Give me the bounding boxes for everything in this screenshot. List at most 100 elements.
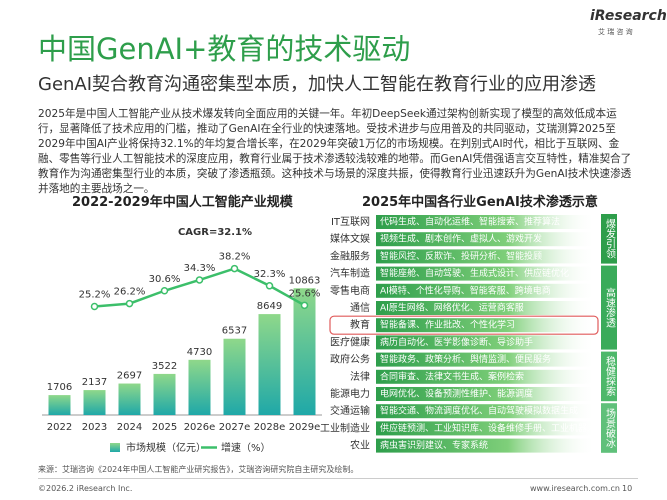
subtitle: GenAI契合教育沟通密集型本质，加快人工智能在教育行业的应用渗透 (38, 74, 597, 95)
x-tick-label: 2024 (117, 422, 142, 433)
industry-label: 工业制造业 (320, 421, 370, 434)
group-label: 场景破冰 (604, 407, 616, 448)
application-text: 智能座舱、自动驾驶、生成式设计、供应链优化 (380, 267, 569, 279)
application-text: 病虫害识别建议、专家系统 (380, 439, 488, 451)
footer-rule (38, 478, 638, 479)
x-tick-label: 2028e (254, 422, 286, 433)
industry-label: 能源电力 (330, 387, 370, 400)
bar-label: 8649 (257, 301, 282, 312)
group-box (601, 403, 617, 453)
title: 中国GenAI+教育的技术驱动 (38, 32, 411, 66)
bar-label: 3522 (152, 361, 177, 372)
group-box (601, 351, 617, 402)
bar-label: 2137 (82, 377, 107, 388)
industry-label: 汽车制造 (330, 267, 370, 280)
group-label: 爆发引领 (604, 219, 616, 260)
industry-label: 医疗健康 (330, 335, 370, 348)
bar (223, 338, 246, 415)
chart-title: 2022-2029年中国人工智能产业规模 (72, 195, 293, 210)
application-band (376, 266, 596, 281)
x-tick-label: 2027e (219, 422, 251, 433)
bar (188, 359, 211, 415)
growth-label: 38.2% (219, 252, 251, 263)
application-text: AI原生网络、网络优化、运营商客服 (380, 302, 524, 314)
application-band (376, 438, 596, 453)
application-band (376, 249, 596, 264)
industry-label: 通信 (350, 302, 370, 314)
legend-swatch (110, 443, 120, 452)
industry-label: 交通运输 (330, 404, 370, 417)
growth-label: 25.2% (79, 290, 111, 301)
application-text: AI模特、个性化导购、智能客服、跨境电商 (380, 284, 551, 296)
application-text: 合同审查、法律文书生成、案例检索 (380, 370, 524, 382)
bar (153, 373, 176, 415)
logo-sub: 艾 瑞 咨 询 (598, 28, 633, 36)
application-text: 智能风控、反欺诈、投研分析、智能投顾 (380, 250, 542, 262)
industry-label: 教育 (350, 318, 370, 331)
group-label: 高速渗透 (604, 286, 616, 328)
growth-point (300, 301, 309, 310)
application-band (376, 387, 596, 401)
application-text: 智能政务、政策分析、舆情监测、便民服务 (380, 353, 551, 365)
body-text: 2025年是中国人工智能产业从技术爆发转向全面应用的关键一年。年初DeepSee… (38, 108, 632, 195)
bar (258, 314, 281, 415)
growth-label: 26.2% (114, 287, 146, 298)
group-box (601, 265, 617, 350)
application-text: 智能备课、作业批改、个性化学习 (380, 319, 515, 331)
application-text: 电网优化、设备预测性维护、能源调度 (380, 388, 533, 400)
growth-label: 32.3% (254, 269, 286, 280)
source: 来源：艾瑞咨询《2024年中国人工智能产业研究报告》，艾瑞咨询研究院自主研究及绘… (38, 465, 359, 474)
growth-point (195, 276, 204, 284)
logo: iResearch (590, 8, 667, 24)
industry-label: 零售电商 (330, 284, 370, 297)
x-tick-label: 2023 (82, 422, 107, 433)
application-band (376, 369, 596, 384)
matrix-title: 2025年中国各行业GenAI技术渗透示意 (362, 195, 598, 210)
bar-label: 6537 (222, 326, 247, 337)
growth-label: 34.3% (184, 263, 216, 274)
highlight-box (329, 315, 599, 335)
x-tick-label: 2029e (289, 422, 321, 433)
bar (48, 395, 71, 415)
x-tick-label: 2026e (184, 422, 216, 433)
growth-point (125, 299, 134, 308)
group-box (601, 214, 617, 264)
application-band (376, 404, 596, 419)
application-text: 病历自动化、医学影像诊断、导诊助手 (380, 336, 533, 348)
bar-label: 2697 (117, 371, 142, 382)
bar (83, 390, 106, 415)
x-tick-label: 2022 (47, 422, 72, 433)
legend-label: 增速（%） (221, 441, 271, 454)
application-band (376, 301, 596, 315)
industry-label: IT互联网 (331, 216, 370, 228)
application-band (376, 352, 596, 367)
legend-label: 市场规模（亿元） (126, 441, 206, 454)
bar-label: 4730 (187, 347, 212, 358)
bar (293, 288, 316, 415)
group-label: 稳健探索 (604, 355, 616, 396)
bar-label: 1706 (47, 382, 72, 393)
bar-label: 10863 (289, 275, 321, 286)
url: www.iresearch.com.cn (530, 484, 620, 493)
application-text: 供应链预测、工业知识库、设备维修手册、工业机器人 (380, 422, 596, 434)
page-number: 10 (622, 484, 633, 493)
application-band (376, 421, 596, 436)
application-band (376, 318, 596, 333)
cagr-annotation: CAGR=32.1% (178, 227, 252, 238)
application-band (376, 283, 596, 298)
bar (118, 383, 141, 415)
growth-point (265, 282, 274, 290)
application-band (376, 232, 596, 247)
growth-point (230, 264, 239, 273)
industry-label: 农业 (350, 439, 370, 452)
industry-label: 媒体文娱 (330, 232, 370, 245)
x-tick-label: 2025 (152, 422, 177, 433)
application-text: 视频生成、剧本创作、虚拟人、游戏开发 (380, 233, 542, 245)
application-text: 智能交通、物流调度优化、自动驾驶模拟数据生成 (380, 405, 578, 417)
industry-label: 金融服务 (330, 249, 370, 262)
industry-label: 法律 (350, 370, 370, 383)
growth-label: 25.6% (289, 288, 321, 299)
industry-label: 政府公务 (330, 353, 370, 366)
